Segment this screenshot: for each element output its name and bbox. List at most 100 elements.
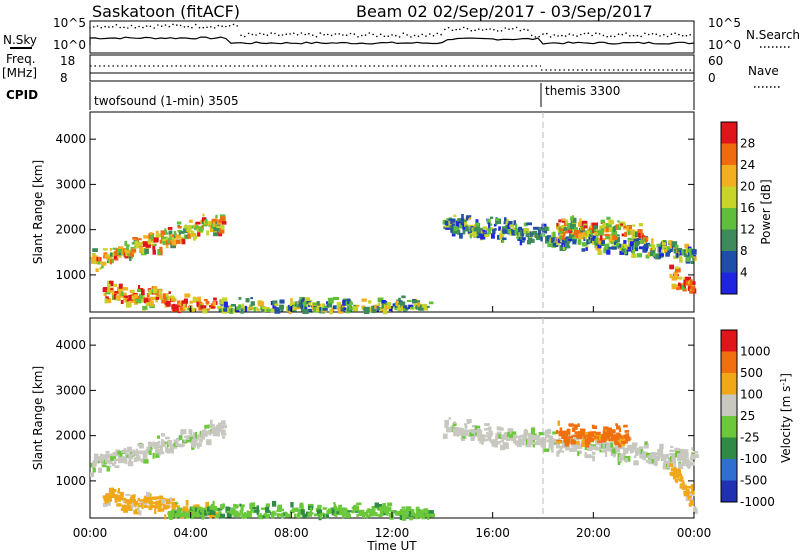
range-cell <box>460 437 464 440</box>
nsearch-point <box>530 34 533 37</box>
range-cell <box>203 223 210 226</box>
range-cell <box>674 276 681 280</box>
range-cell <box>146 241 149 244</box>
range-cell <box>180 236 184 240</box>
range-cell <box>304 300 307 307</box>
range-cell <box>691 487 694 492</box>
range-cell <box>205 218 208 224</box>
range-cell <box>200 305 207 309</box>
range-cell <box>183 298 188 304</box>
range-cell <box>691 447 694 451</box>
range-cell <box>158 502 161 507</box>
nsearch-point <box>119 26 121 29</box>
nsearch-point <box>361 34 363 37</box>
range-cell <box>678 286 682 290</box>
nsearch-point <box>232 23 235 26</box>
range-cell <box>148 297 152 302</box>
colorbar-tick-label: 20 <box>740 180 755 194</box>
range-cell <box>153 286 158 291</box>
range-cell <box>585 247 588 251</box>
nsearch-tick-bottom: 10^0 <box>708 38 741 52</box>
range-cell <box>495 441 498 448</box>
range-cell <box>276 307 281 313</box>
range-cell <box>367 514 371 518</box>
range-cell <box>626 225 630 232</box>
range-cell <box>99 266 102 270</box>
range-cell <box>645 254 650 259</box>
range-cell <box>480 234 486 240</box>
range-cell <box>496 431 502 436</box>
range-cell <box>274 303 279 307</box>
range-cell <box>582 439 587 444</box>
range-cell <box>139 510 142 516</box>
range-cell <box>287 304 291 311</box>
range-cell <box>492 229 496 234</box>
range-cell <box>654 463 658 467</box>
nsearch-point <box>425 35 427 37</box>
range-cell <box>456 433 459 437</box>
range-cell <box>214 219 218 222</box>
range-cell <box>676 448 681 451</box>
range-cell <box>279 304 284 310</box>
range-cell <box>595 431 601 438</box>
range-cell <box>144 451 148 457</box>
range-cell <box>642 238 645 242</box>
range-cell <box>482 232 488 236</box>
range-cell <box>693 451 699 454</box>
range-cell <box>384 506 388 509</box>
range-cell <box>569 227 572 232</box>
range-cell <box>297 304 302 308</box>
range-cell <box>484 227 490 231</box>
range-cell <box>516 236 519 239</box>
colorbar-swatch <box>721 394 737 417</box>
range-cell <box>213 297 217 301</box>
range-cell <box>331 307 335 312</box>
range-cell <box>550 442 556 446</box>
range-cell <box>409 515 414 521</box>
range-cell <box>685 276 691 282</box>
nsearch-point <box>625 32 627 34</box>
range-cell <box>614 237 620 243</box>
nsearch-point <box>436 32 439 35</box>
range-cell <box>592 455 595 462</box>
nsearch-point <box>349 32 352 35</box>
range-cell <box>300 509 305 515</box>
range-cell <box>671 241 678 247</box>
range-cell <box>593 225 598 230</box>
range-cell <box>304 306 308 309</box>
nsearch-point <box>134 26 137 29</box>
range-cell <box>239 509 244 514</box>
range-cell <box>172 308 176 312</box>
range-cell <box>172 509 176 512</box>
range-cell <box>555 429 559 434</box>
range-cell <box>136 238 142 241</box>
y-tick-label: 4000 <box>55 338 86 352</box>
range-cell <box>502 237 505 243</box>
range-cell <box>487 426 492 430</box>
range-cell <box>154 243 157 246</box>
range-cell <box>426 305 430 308</box>
range-cell <box>313 307 319 313</box>
range-cell <box>613 448 617 454</box>
range-cell <box>589 229 594 233</box>
nsearch-point <box>89 27 91 29</box>
range-cell <box>182 506 189 510</box>
range-cell <box>598 238 602 243</box>
nsearch-point <box>149 25 152 28</box>
range-cell <box>188 225 192 232</box>
colorbar-swatch <box>721 351 737 374</box>
range-cell <box>397 304 402 311</box>
range-cell <box>464 221 468 227</box>
range-cell <box>587 242 591 245</box>
range-cell <box>502 226 506 232</box>
range-cell <box>633 460 639 466</box>
range-cell <box>674 478 677 483</box>
range-cell <box>92 255 99 261</box>
x-tick-label: 20:00 <box>576 526 611 540</box>
range-cell <box>177 300 180 305</box>
range-cell <box>687 466 691 469</box>
range-cell <box>174 508 177 512</box>
range-cell <box>302 300 305 305</box>
range-cell <box>655 253 661 260</box>
range-cell <box>397 510 402 516</box>
